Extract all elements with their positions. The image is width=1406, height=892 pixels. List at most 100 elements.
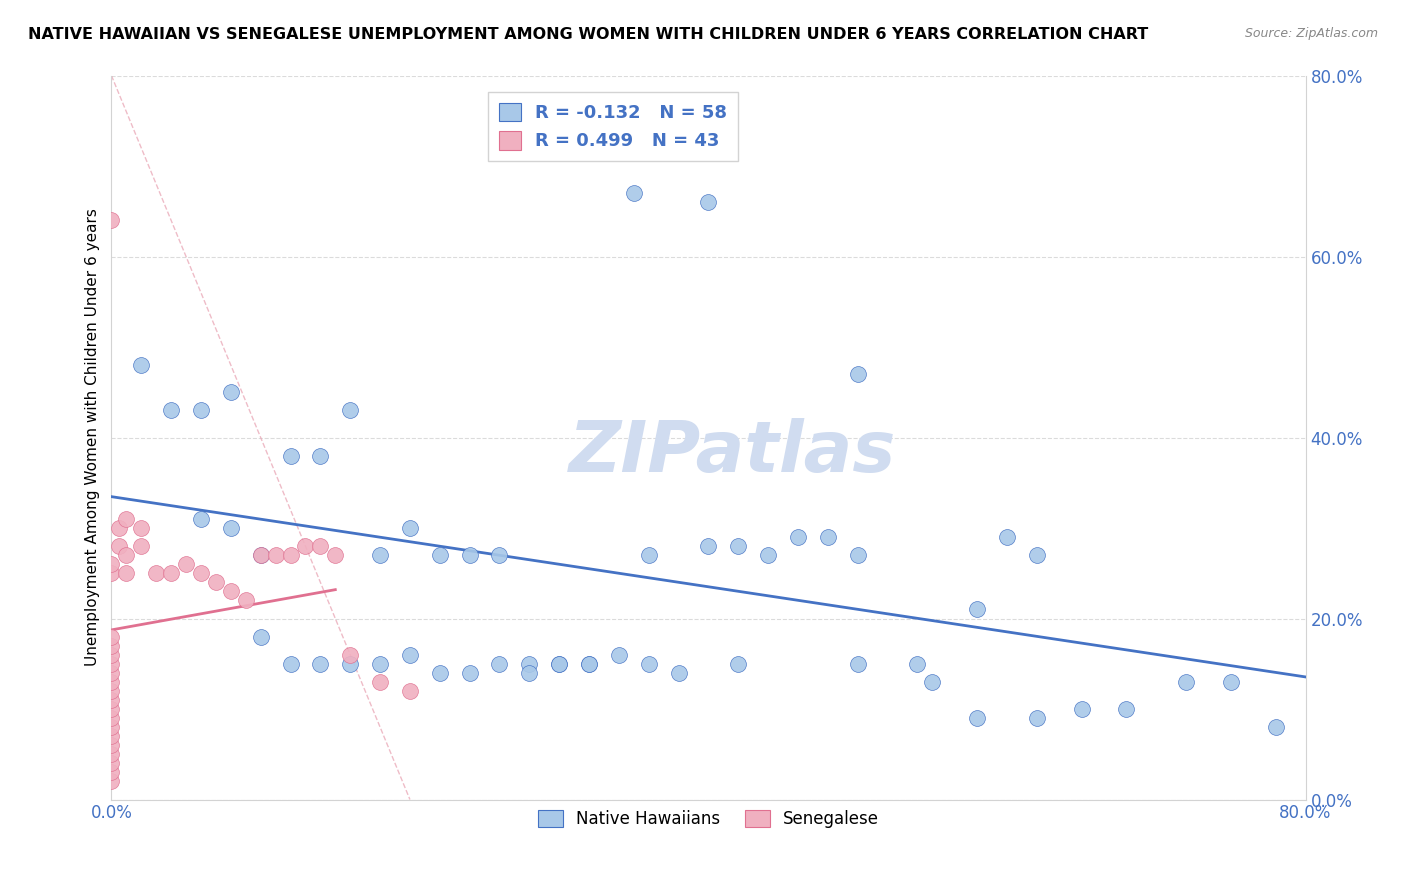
Point: [623, 186, 645, 201]
Point: [578, 657, 600, 671]
Point: [100, 657, 122, 671]
Point: [1219, 674, 1241, 689]
Point: [249, 630, 271, 644]
Point: [846, 367, 869, 381]
Point: [174, 558, 197, 572]
Point: [548, 657, 571, 671]
Point: [697, 539, 720, 553]
Point: [219, 385, 242, 400]
Point: [458, 548, 481, 562]
Point: [129, 539, 152, 553]
Point: [309, 449, 332, 463]
Point: [100, 747, 122, 762]
Point: [368, 674, 391, 689]
Point: [429, 548, 451, 562]
Point: [607, 648, 630, 662]
Point: [100, 684, 122, 698]
Point: [846, 548, 869, 562]
Point: [100, 729, 122, 743]
Point: [309, 539, 332, 553]
Text: ZIPatlas: ZIPatlas: [568, 417, 896, 486]
Point: [249, 548, 271, 562]
Point: [100, 639, 122, 653]
Point: [399, 521, 422, 535]
Point: [1025, 548, 1047, 562]
Point: [458, 665, 481, 680]
Point: [368, 657, 391, 671]
Point: [100, 665, 122, 680]
Point: [787, 530, 810, 544]
Point: [190, 403, 212, 417]
Point: [339, 657, 361, 671]
Point: [100, 648, 122, 662]
Point: [100, 566, 122, 581]
Point: [921, 674, 943, 689]
Point: [129, 521, 152, 535]
Point: [517, 657, 540, 671]
Point: [727, 539, 749, 553]
Point: [108, 539, 131, 553]
Point: [100, 213, 122, 227]
Point: [129, 358, 152, 372]
Point: [190, 512, 212, 526]
Point: [697, 195, 720, 210]
Point: [995, 530, 1018, 544]
Point: [756, 548, 779, 562]
Y-axis label: Unemployment Among Women with Children Under 6 years: Unemployment Among Women with Children U…: [86, 209, 100, 666]
Point: [517, 113, 540, 128]
Point: [280, 657, 302, 671]
Point: [235, 593, 257, 607]
Point: [205, 575, 228, 590]
Point: [399, 684, 422, 698]
Point: [1025, 711, 1047, 725]
Point: [100, 720, 122, 734]
Point: [219, 584, 242, 599]
Point: [100, 774, 122, 789]
Point: [517, 665, 540, 680]
Point: [100, 738, 122, 752]
Point: [115, 548, 138, 562]
Point: [429, 665, 451, 680]
Point: [339, 403, 361, 417]
Point: [339, 648, 361, 662]
Point: [637, 548, 659, 562]
Point: [100, 630, 122, 644]
Point: [399, 648, 422, 662]
Point: [190, 566, 212, 581]
Text: Source: ZipAtlas.com: Source: ZipAtlas.com: [1244, 27, 1378, 40]
Point: [966, 602, 988, 616]
Point: [160, 403, 183, 417]
Point: [145, 566, 167, 581]
Point: [668, 665, 690, 680]
Point: [100, 765, 122, 780]
Point: [100, 558, 122, 572]
Point: [907, 657, 929, 671]
Point: [108, 521, 131, 535]
Point: [100, 711, 122, 725]
Point: [846, 657, 869, 671]
Point: [249, 548, 271, 562]
Point: [280, 548, 302, 562]
Point: [100, 756, 122, 771]
Point: [309, 657, 332, 671]
Point: [488, 657, 510, 671]
Point: [115, 512, 138, 526]
Point: [368, 548, 391, 562]
Point: [1070, 702, 1092, 716]
Point: [115, 566, 138, 581]
Point: [966, 711, 988, 725]
Point: [817, 530, 839, 544]
Point: [100, 674, 122, 689]
Point: [219, 521, 242, 535]
Point: [1175, 674, 1198, 689]
Point: [548, 657, 571, 671]
Point: [100, 693, 122, 707]
Point: [160, 566, 183, 581]
Point: [294, 539, 316, 553]
Point: [488, 548, 510, 562]
Point: [280, 449, 302, 463]
Point: [637, 657, 659, 671]
Text: NATIVE HAWAIIAN VS SENEGALESE UNEMPLOYMENT AMONG WOMEN WITH CHILDREN UNDER 6 YEA: NATIVE HAWAIIAN VS SENEGALESE UNEMPLOYME…: [28, 27, 1149, 42]
Point: [264, 548, 287, 562]
Point: [1115, 702, 1137, 716]
